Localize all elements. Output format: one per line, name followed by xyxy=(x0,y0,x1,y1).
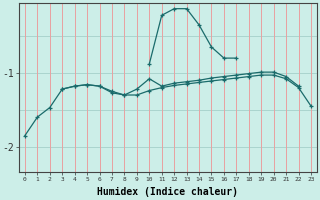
X-axis label: Humidex (Indice chaleur): Humidex (Indice chaleur) xyxy=(98,187,238,197)
